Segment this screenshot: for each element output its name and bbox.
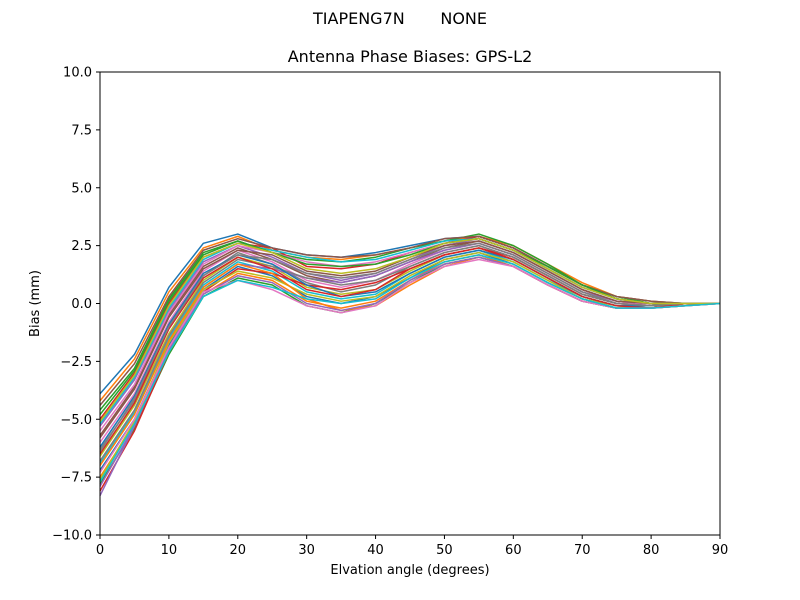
x-tick-label: 80	[643, 543, 660, 558]
radome-name: NONE	[440, 9, 487, 28]
x-tick-label: 40	[367, 543, 384, 558]
series-line-24	[99, 247, 720, 455]
x-tick-label: 20	[230, 543, 247, 558]
y-tick-label: 7.5	[71, 123, 92, 138]
x-tick-label: 70	[574, 543, 591, 558]
series-layer	[99, 233, 721, 496]
series-line-16	[99, 235, 720, 406]
x-tick-label: 10	[161, 543, 178, 558]
x-axis-ticks: 0 10 20 30 40 50 60 70 80 90	[96, 535, 728, 558]
x-tick-label: 0	[96, 543, 104, 558]
x-tick-label: 90	[712, 543, 729, 558]
y-tick-label: 2.5	[71, 239, 92, 254]
series-line-28	[99, 242, 720, 453]
y-tick-label: 0.0	[71, 297, 92, 312]
antenna-name: TIAPENG7N	[313, 9, 405, 28]
x-tick-label: 30	[298, 543, 315, 558]
figure-suptitle: TIAPENG7N NONE	[0, 9, 800, 28]
series-line-30	[99, 254, 721, 483]
y-tick-label: 10.0	[63, 66, 92, 81]
series-line-29	[99, 237, 720, 423]
y-tick-label: −7.5	[60, 471, 92, 486]
chart-title: Antenna Phase Biases: GPS-L2	[287, 47, 533, 66]
y-axis-label: Bias (mm)	[28, 270, 43, 337]
y-tick-label: −2.5	[60, 355, 92, 370]
y-tick-label: −5.0	[60, 413, 92, 428]
x-tick-label: 60	[505, 543, 522, 558]
x-axis-label: Elvation angle (degrees)	[330, 563, 489, 578]
y-tick-label: 5.0	[71, 181, 92, 196]
x-tick-label: 50	[436, 543, 453, 558]
y-axis-ticks: −10.0 −7.5 −5.0 −2.5 0.0 2.5 5.0 7.5 10.0	[52, 66, 100, 544]
y-tick-label: −10.0	[52, 529, 92, 544]
